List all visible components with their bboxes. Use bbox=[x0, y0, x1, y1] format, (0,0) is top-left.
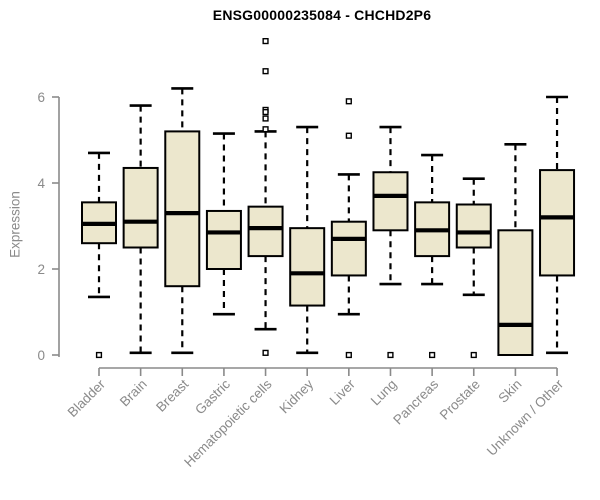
x-tick-label: Bladder bbox=[65, 376, 109, 420]
box-rect bbox=[372, 171, 409, 232]
box-rect bbox=[455, 203, 492, 249]
outlier-point bbox=[387, 351, 394, 359]
outlier-point bbox=[345, 132, 352, 139]
x-tick-label: Gastric bbox=[192, 376, 233, 417]
outlier-point bbox=[470, 351, 477, 359]
y-tick-label: 2 bbox=[37, 262, 45, 277]
box-rect bbox=[205, 209, 242, 270]
box-rect bbox=[539, 169, 576, 277]
outlier-point bbox=[262, 349, 269, 356]
x-tick-label: Breast bbox=[153, 376, 191, 414]
chart-title: ENSG00000235084 - CHCHD2P6 bbox=[212, 7, 432, 23]
y-tick-label: 0 bbox=[37, 348, 45, 363]
outlier-point bbox=[429, 351, 436, 359]
outlier-point bbox=[95, 351, 103, 359]
x-tick-label: Kidney bbox=[277, 376, 317, 416]
outlier-point bbox=[262, 68, 269, 75]
x-tick-label: Lung bbox=[368, 377, 400, 409]
x-tick-label: Skin bbox=[495, 377, 524, 406]
box-rect bbox=[497, 229, 534, 356]
x-tick-label: Prostate bbox=[437, 377, 483, 423]
outlier-point bbox=[262, 126, 269, 133]
outlier-point bbox=[345, 98, 352, 105]
box-rect bbox=[247, 205, 284, 258]
x-tick-label: Pancreas bbox=[390, 376, 441, 427]
box-rect bbox=[330, 220, 367, 277]
x-tick-label: Brain bbox=[117, 377, 150, 410]
box-rect bbox=[164, 130, 201, 288]
outlier-point bbox=[345, 351, 352, 359]
outlier-point bbox=[262, 38, 269, 45]
y-tick-label: 4 bbox=[37, 176, 45, 191]
box-rect bbox=[289, 227, 326, 307]
outlier-point bbox=[262, 108, 269, 116]
x-tick-label: Unknown / Other bbox=[484, 376, 567, 459]
box-rect bbox=[122, 166, 159, 249]
y-tick-label: 6 bbox=[37, 90, 45, 105]
x-tick-label: Liver bbox=[327, 376, 359, 408]
outlier-point bbox=[262, 115, 269, 122]
